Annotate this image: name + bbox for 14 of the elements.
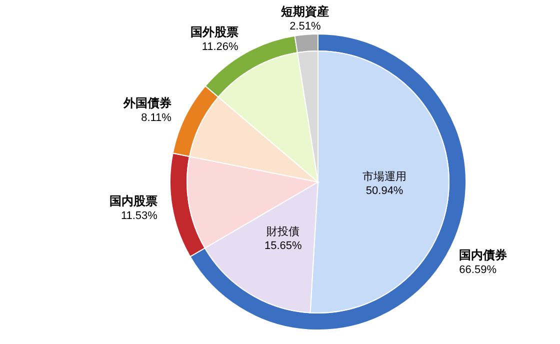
category-label: 短期資産 <box>281 4 330 19</box>
category-label: 国内股票 <box>109 194 158 208</box>
category-label: 財投債 <box>266 226 300 238</box>
value-label: 11.26% <box>202 41 238 54</box>
category-label: 国外股票 <box>190 25 238 40</box>
value-label: 8.11% <box>141 112 172 124</box>
category-label: 市場運用 <box>362 170 407 183</box>
value-label: 2.51% <box>290 20 321 33</box>
value-label: 15.65% <box>264 240 302 252</box>
value-label: 50.94% <box>366 184 404 197</box>
category-label: 外国債券 <box>123 96 172 110</box>
category-label: 国内債券 <box>459 248 508 262</box>
value-label: 11.53% <box>120 210 158 222</box>
value-label: 66.59% <box>459 264 496 276</box>
